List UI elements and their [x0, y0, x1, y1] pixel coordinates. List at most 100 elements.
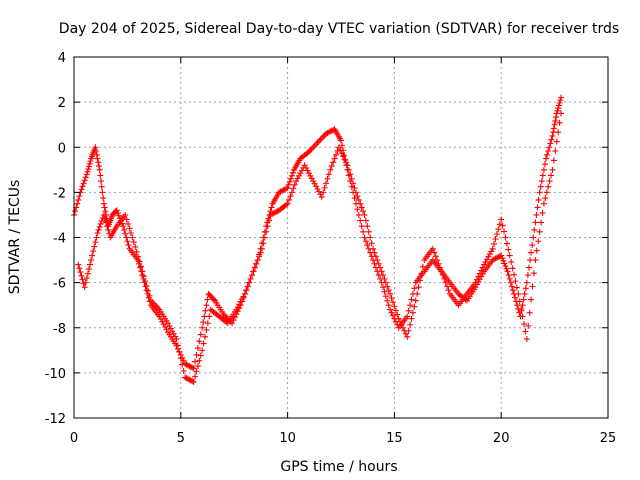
data-point: [524, 272, 531, 279]
data-point: [234, 304, 241, 311]
data-point: [81, 284, 88, 291]
data-point: [341, 156, 348, 163]
data-point: [82, 279, 89, 286]
data-point: [384, 297, 391, 304]
y-tick-label: 0: [58, 141, 66, 156]
data-point: [258, 245, 265, 252]
data-point: [473, 276, 480, 283]
data-point: [384, 283, 391, 290]
data-point: [515, 290, 522, 297]
data-point: [364, 223, 371, 230]
data-point: [504, 268, 511, 275]
data-point: [261, 234, 268, 241]
data-point: [392, 307, 399, 314]
data-point: [88, 257, 95, 264]
data-point: [529, 242, 536, 249]
data-point: [514, 302, 521, 309]
data-point: [179, 361, 186, 368]
data-point: [304, 167, 311, 174]
y-tick-label: -2: [53, 186, 66, 201]
y-tick-label: 2: [58, 96, 66, 111]
data-point: [528, 249, 535, 256]
data-point: [489, 245, 496, 252]
data-point: [357, 200, 364, 207]
data-point: [100, 211, 107, 218]
data-point: [550, 157, 557, 164]
data-point: [445, 287, 452, 294]
data-point: [552, 117, 559, 124]
y-tick-label: -8: [53, 322, 66, 337]
data-point: [98, 178, 105, 185]
data-point: [545, 148, 552, 155]
data-point: [297, 170, 304, 177]
data-point: [249, 272, 255, 279]
data-point: [202, 333, 209, 340]
data-point: [83, 171, 90, 178]
data-point: [314, 139, 321, 146]
data-point: [123, 234, 130, 241]
x-tick-label: 20: [493, 431, 510, 446]
data-point: [352, 189, 359, 196]
data-point: [95, 159, 102, 166]
data-point: [338, 137, 344, 144]
data-point: [250, 268, 257, 275]
data-point: [555, 102, 562, 109]
data-point: [305, 170, 312, 177]
data-point: [355, 211, 362, 218]
data-point: [378, 268, 385, 275]
data-point: [414, 290, 421, 297]
data-point: [498, 216, 505, 223]
data-point: [432, 253, 439, 260]
data-point: [293, 178, 300, 185]
data-point: [196, 357, 203, 364]
data-point: [307, 172, 314, 179]
data-point: [402, 330, 409, 337]
data-point: [126, 225, 133, 232]
data-point: [160, 321, 167, 328]
data-point: [526, 309, 533, 316]
data-point: [288, 189, 295, 196]
data-point: [555, 105, 562, 112]
data-point: [176, 348, 183, 355]
data-point: [530, 234, 537, 241]
data-point: [381, 275, 388, 282]
data-point: [534, 204, 541, 211]
data-point: [388, 295, 395, 302]
data-point: [436, 264, 443, 271]
data-point: [83, 275, 90, 282]
data-point: [320, 189, 327, 196]
data-point: [354, 206, 361, 213]
data-point: [84, 168, 91, 175]
data-point: [501, 228, 508, 235]
data-point: [417, 277, 424, 284]
data-point: [351, 184, 358, 191]
data-point: [266, 217, 273, 224]
data-point: [315, 188, 322, 195]
data-point: [241, 290, 248, 297]
data-point: [397, 318, 404, 325]
data-point: [130, 239, 137, 246]
x-tick-label: 15: [386, 431, 403, 446]
data-point: [540, 166, 547, 173]
data-point: [367, 234, 374, 241]
data-point: [199, 324, 206, 331]
data-point: [92, 239, 99, 246]
data-point: [97, 172, 104, 179]
data-point: [389, 299, 396, 306]
data-point: [101, 204, 108, 211]
data-point: [95, 163, 102, 170]
data-point: [139, 268, 146, 275]
data-point: [407, 321, 414, 328]
data-point: [105, 226, 112, 233]
data-point: [85, 166, 92, 173]
data-point: [370, 245, 377, 252]
data-point: [190, 365, 197, 372]
data-point: [347, 171, 354, 178]
data-point: [523, 336, 530, 343]
data-point: [407, 302, 414, 309]
data-point: [439, 272, 446, 279]
data-point: [364, 242, 371, 249]
data-point: [193, 351, 200, 358]
data-point: [291, 181, 298, 188]
